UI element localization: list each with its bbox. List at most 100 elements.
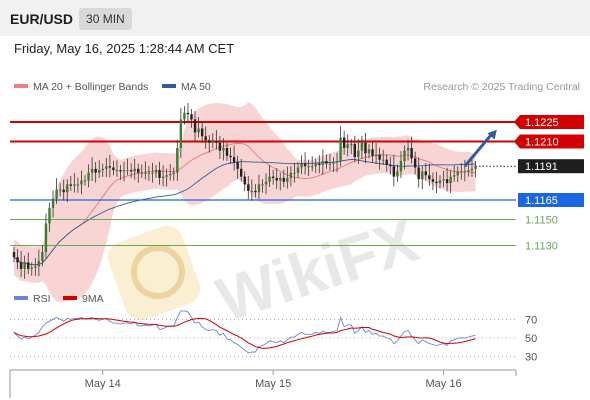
- rsi-tick-70: 70: [525, 314, 537, 326]
- candle-body: [314, 163, 317, 167]
- candle-body: [303, 163, 307, 167]
- candle-body: [318, 163, 321, 165]
- candle-body: [470, 168, 474, 171]
- level-label-1.1130: 1.1130: [525, 241, 558, 253]
- rsi-line: [13, 310, 476, 354]
- candle-body: [55, 189, 58, 199]
- legend-label: MA 50: [181, 81, 211, 93]
- symbol-label: EUR/USD: [10, 11, 74, 27]
- rsi-tick-30: 30: [525, 352, 537, 364]
- candle-body: [467, 170, 470, 172]
- candle-body: [282, 177, 285, 182]
- candle-body: [271, 176, 275, 178]
- candle-body: [311, 166, 314, 168]
- level-tag-1.1210: [514, 134, 584, 149]
- candle-body: [90, 168, 94, 173]
- forecast-arrow-head: [487, 129, 497, 140]
- candle-body: [296, 167, 300, 173]
- candle-body: [126, 170, 129, 172]
- level-label-1.1150: 1.1150: [525, 215, 558, 227]
- candle-body: [101, 168, 104, 171]
- candle-body: [115, 170, 119, 172]
- candle-body: [112, 167, 115, 171]
- candle-body: [413, 158, 417, 168]
- candle-body: [165, 175, 168, 177]
- candle-body: [435, 181, 438, 184]
- candle-body: [385, 159, 388, 165]
- candle-body: [151, 172, 154, 174]
- candle-body: [328, 163, 332, 165]
- candle-body: [193, 119, 197, 133]
- candle-body: [268, 176, 271, 182]
- candle-body: [389, 164, 392, 167]
- candle-body: [208, 140, 211, 143]
- time-tick-label: May 15: [255, 378, 291, 390]
- candle-body: [289, 172, 293, 178]
- level-tag-1.1225: [514, 115, 584, 129]
- candle-body: [431, 179, 435, 182]
- candle-body: [374, 154, 378, 156]
- candle-body: [449, 176, 452, 184]
- candle-body: [243, 176, 246, 185]
- time-tick-label: May 16: [426, 378, 462, 390]
- candle-body: [73, 184, 76, 186]
- candle-body: [222, 148, 225, 151]
- candle-body: [122, 170, 126, 172]
- candle-body: [247, 184, 250, 191]
- candle-body: [48, 207, 51, 224]
- candle-body: [186, 112, 190, 115]
- candle-body: [438, 180, 442, 184]
- candle-body: [87, 172, 90, 181]
- watermark-globe-icon: [131, 245, 185, 299]
- candle-body: [275, 177, 278, 181]
- candle-body: [346, 144, 349, 148]
- candle-body: [211, 141, 214, 143]
- candle-body: [44, 223, 48, 252]
- candle-body: [442, 179, 445, 181]
- watermark-badge: [107, 225, 201, 321]
- timestamp: Friday, May 16, 2025 1:28:44 AM CET: [14, 41, 235, 56]
- candle-body: [396, 171, 399, 177]
- candle-body: [350, 144, 353, 146]
- candle-body: [37, 261, 41, 267]
- candle-body: [240, 168, 243, 177]
- candle-body: [410, 148, 413, 159]
- candle-body: [250, 190, 254, 192]
- candle-body: [190, 114, 193, 120]
- candle-body: [62, 189, 65, 193]
- candle-body: [80, 180, 83, 185]
- candle-body: [200, 128, 204, 137]
- candle-body: [51, 198, 55, 208]
- candle-body: [371, 149, 374, 156]
- candle-body: [254, 190, 257, 193]
- candle-body: [19, 262, 23, 269]
- candle-body: [140, 172, 143, 174]
- candle-body: [428, 175, 431, 180]
- interval-button[interactable]: 30 MIN: [79, 8, 132, 30]
- legend-label: MA 20 + Bollinger Bands: [33, 81, 148, 93]
- candle-body: [218, 142, 222, 151]
- candle-body: [406, 148, 410, 151]
- candle-body: [133, 168, 136, 172]
- candle-body: [264, 181, 268, 185]
- candle-body: [456, 171, 459, 176]
- candle-body: [27, 262, 30, 269]
- candle-body: [16, 257, 19, 263]
- candle-body: [58, 189, 62, 191]
- candle-body: [382, 159, 385, 161]
- level-label-1.1191: 1.1191: [525, 161, 558, 173]
- candle-body: [417, 167, 420, 180]
- candle-body: [399, 161, 403, 172]
- candle-body: [179, 119, 183, 148]
- candle-body: [83, 180, 87, 182]
- candle-body: [23, 262, 26, 269]
- ma9-legend-label: 9MA: [82, 293, 104, 305]
- chart-header: EUR/USD 30 MIN: [4, 6, 132, 32]
- candle-body: [463, 171, 467, 173]
- candle-body: [204, 136, 207, 141]
- candle-body: [76, 184, 80, 186]
- candle-body: [339, 137, 342, 161]
- candle-body: [12, 252, 16, 258]
- candle-body: [445, 179, 449, 184]
